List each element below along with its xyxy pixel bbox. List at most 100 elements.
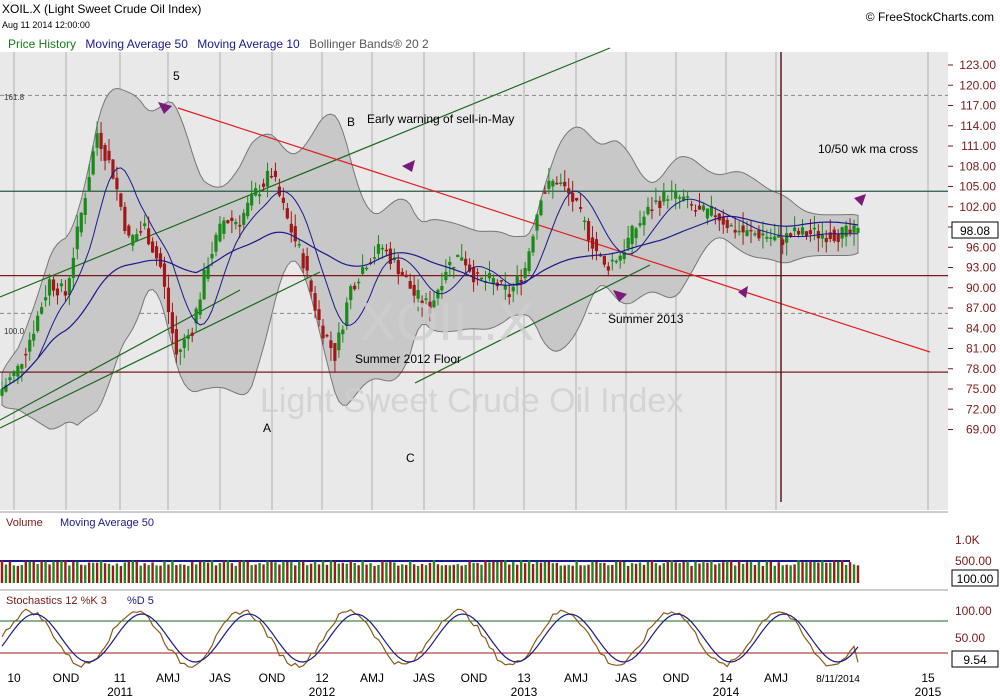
candle[interactable] <box>729 223 733 227</box>
candle[interactable] <box>150 237 155 253</box>
candle[interactable] <box>16 363 20 385</box>
candle[interactable] <box>337 322 341 358</box>
candle[interactable] <box>737 220 741 236</box>
candle[interactable] <box>670 180 674 201</box>
candle[interactable] <box>749 220 753 244</box>
candles[interactable] <box>0 121 860 398</box>
candle[interactable] <box>257 184 262 205</box>
candle[interactable] <box>638 210 642 228</box>
candle[interactable] <box>376 234 381 259</box>
candle[interactable] <box>571 180 575 212</box>
candle[interactable] <box>321 319 325 345</box>
candle[interactable] <box>551 178 555 199</box>
candle[interactable] <box>658 196 662 216</box>
candle[interactable] <box>523 262 527 284</box>
candle[interactable] <box>721 209 725 234</box>
candle[interactable] <box>448 256 452 277</box>
candle[interactable] <box>444 259 448 284</box>
candle[interactable] <box>563 170 567 192</box>
candle[interactable] <box>357 278 361 290</box>
candle[interactable] <box>491 274 496 296</box>
candle[interactable] <box>468 258 472 273</box>
candle[interactable] <box>55 282 60 305</box>
candle[interactable] <box>575 197 579 202</box>
candle[interactable] <box>761 221 765 249</box>
candle[interactable] <box>840 226 844 248</box>
candle[interactable] <box>428 290 432 322</box>
candle[interactable] <box>654 187 658 205</box>
candle[interactable] <box>460 243 464 261</box>
candle[interactable] <box>103 142 107 171</box>
candle[interactable] <box>606 262 610 277</box>
candle[interactable] <box>87 164 91 191</box>
candle[interactable] <box>471 259 476 292</box>
candle[interactable] <box>234 218 238 230</box>
candle[interactable] <box>487 261 492 282</box>
candle[interactable] <box>452 266 456 279</box>
candle[interactable] <box>301 248 305 274</box>
candle[interactable] <box>333 342 337 373</box>
candle[interactable] <box>194 306 198 333</box>
candle[interactable] <box>456 254 460 258</box>
candle[interactable] <box>380 244 385 259</box>
candle[interactable] <box>297 239 301 249</box>
candle[interactable] <box>285 202 289 220</box>
candle[interactable] <box>511 282 515 303</box>
candle[interactable] <box>293 214 297 248</box>
candle[interactable] <box>789 232 793 239</box>
candle[interactable] <box>800 219 805 237</box>
candle[interactable] <box>182 333 186 359</box>
candle[interactable] <box>682 189 686 202</box>
candle[interactable] <box>166 274 171 325</box>
candle[interactable] <box>717 212 721 231</box>
candle[interactable] <box>345 297 349 330</box>
candle[interactable] <box>127 223 131 238</box>
candle[interactable] <box>741 212 745 245</box>
candle[interactable] <box>630 224 634 256</box>
candle[interactable] <box>364 265 369 271</box>
candle[interactable] <box>796 227 801 238</box>
price-panel[interactable]: XOIL.X Light Sweet Crude Oil Index 161.8… <box>0 47 999 670</box>
candle[interactable] <box>242 209 246 230</box>
candle[interactable] <box>63 279 68 302</box>
candle[interactable] <box>305 247 309 278</box>
candle[interactable] <box>289 211 293 243</box>
candle[interactable] <box>555 176 559 185</box>
candle[interactable] <box>420 295 424 317</box>
candle[interactable] <box>67 275 71 306</box>
candle[interactable] <box>139 221 143 236</box>
candle[interactable] <box>543 185 547 194</box>
candle[interactable] <box>313 286 317 319</box>
candle[interactable] <box>586 218 591 252</box>
candle[interactable] <box>135 228 139 242</box>
candle[interactable] <box>507 284 511 305</box>
candle[interactable] <box>531 234 535 257</box>
candle[interactable] <box>547 167 551 195</box>
candle[interactable] <box>79 212 83 237</box>
candle[interactable] <box>535 213 539 240</box>
candle[interactable] <box>567 178 571 206</box>
candle[interactable] <box>765 229 769 243</box>
candle[interactable] <box>206 257 210 282</box>
candle[interactable] <box>349 284 353 310</box>
candle[interactable] <box>325 333 329 338</box>
candle[interactable] <box>341 325 345 343</box>
candle[interactable] <box>578 193 583 213</box>
candle[interactable] <box>828 219 832 243</box>
candle[interactable] <box>273 162 278 182</box>
candle[interactable] <box>602 255 606 268</box>
candle[interactable] <box>40 302 44 315</box>
candle[interactable] <box>515 265 519 295</box>
legend-price-history[interactable]: Price History <box>8 37 77 51</box>
candle[interactable] <box>527 247 531 275</box>
candle[interactable] <box>214 232 218 257</box>
candle[interactable] <box>20 363 24 382</box>
candle[interactable] <box>83 192 87 225</box>
candle[interactable] <box>277 178 282 198</box>
candle[interactable] <box>36 311 40 334</box>
candle[interactable] <box>115 166 119 201</box>
legend-bollinger[interactable]: Bollinger Bands® 20 2 <box>309 37 429 51</box>
candle[interactable] <box>777 226 781 238</box>
candle[interactable] <box>111 159 115 180</box>
